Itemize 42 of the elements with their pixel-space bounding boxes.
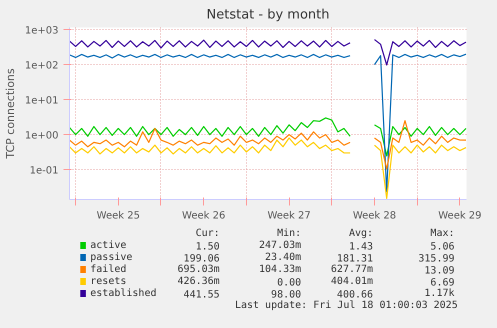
- legend-label: active: [90, 240, 126, 251]
- text: 627.77m: [330, 264, 374, 275]
- y-tick-label: 1e+02: [24, 60, 59, 72]
- text: 1.17k: [424, 288, 455, 299]
- y-tick-label: 1e-01: [30, 166, 59, 177]
- text: 199.06: [184, 254, 220, 264]
- text: 23.40m: [265, 252, 302, 263]
- text: 441.55: [184, 290, 220, 300]
- x-tick-label: Week 26: [182, 210, 226, 222]
- text: Avg:: [348, 228, 374, 239]
- text: Cur:: [196, 228, 220, 239]
- text: 404.01m: [330, 276, 374, 287]
- text: 1.43: [348, 242, 374, 252]
- x-tick-label: Week 25: [96, 210, 140, 222]
- legend-label: established: [90, 288, 157, 299]
- text: 400.66: [336, 290, 374, 300]
- text: 1.50: [196, 242, 220, 252]
- text: 695.03m: [178, 264, 220, 275]
- y-axis-title: TCP connections: [4, 68, 17, 160]
- text: 0.00: [277, 278, 302, 288]
- y-tick-label: 1e+01: [24, 96, 59, 107]
- text: 426.36m: [178, 276, 220, 287]
- text: 104.33m: [259, 264, 302, 275]
- text: 5.06: [430, 242, 455, 252]
- text: Last update: Fri Jul 18 01:00:03 2025: [234, 300, 458, 311]
- x-tick-label: Week 27: [267, 210, 311, 222]
- text: Min:: [277, 228, 302, 239]
- text: 6.69: [430, 278, 455, 288]
- y-tick-label: 1e+00: [24, 130, 59, 142]
- text: 181.31: [336, 254, 374, 264]
- legend-label: passive: [90, 252, 132, 263]
- chart-title: Netstat - by month: [206, 8, 330, 22]
- text: 13.09: [424, 266, 455, 276]
- text: 98.00: [271, 290, 302, 300]
- x-tick-label: Week 28: [352, 210, 396, 222]
- text: 315.99: [418, 254, 455, 264]
- text: Max:: [430, 228, 455, 239]
- text: 247.03m: [259, 240, 302, 251]
- legend-label: resets: [90, 276, 126, 287]
- y-tick-label: 1e+03: [24, 26, 59, 37]
- x-tick-label: Week 29: [438, 210, 482, 222]
- legend-label: failed: [90, 264, 126, 275]
